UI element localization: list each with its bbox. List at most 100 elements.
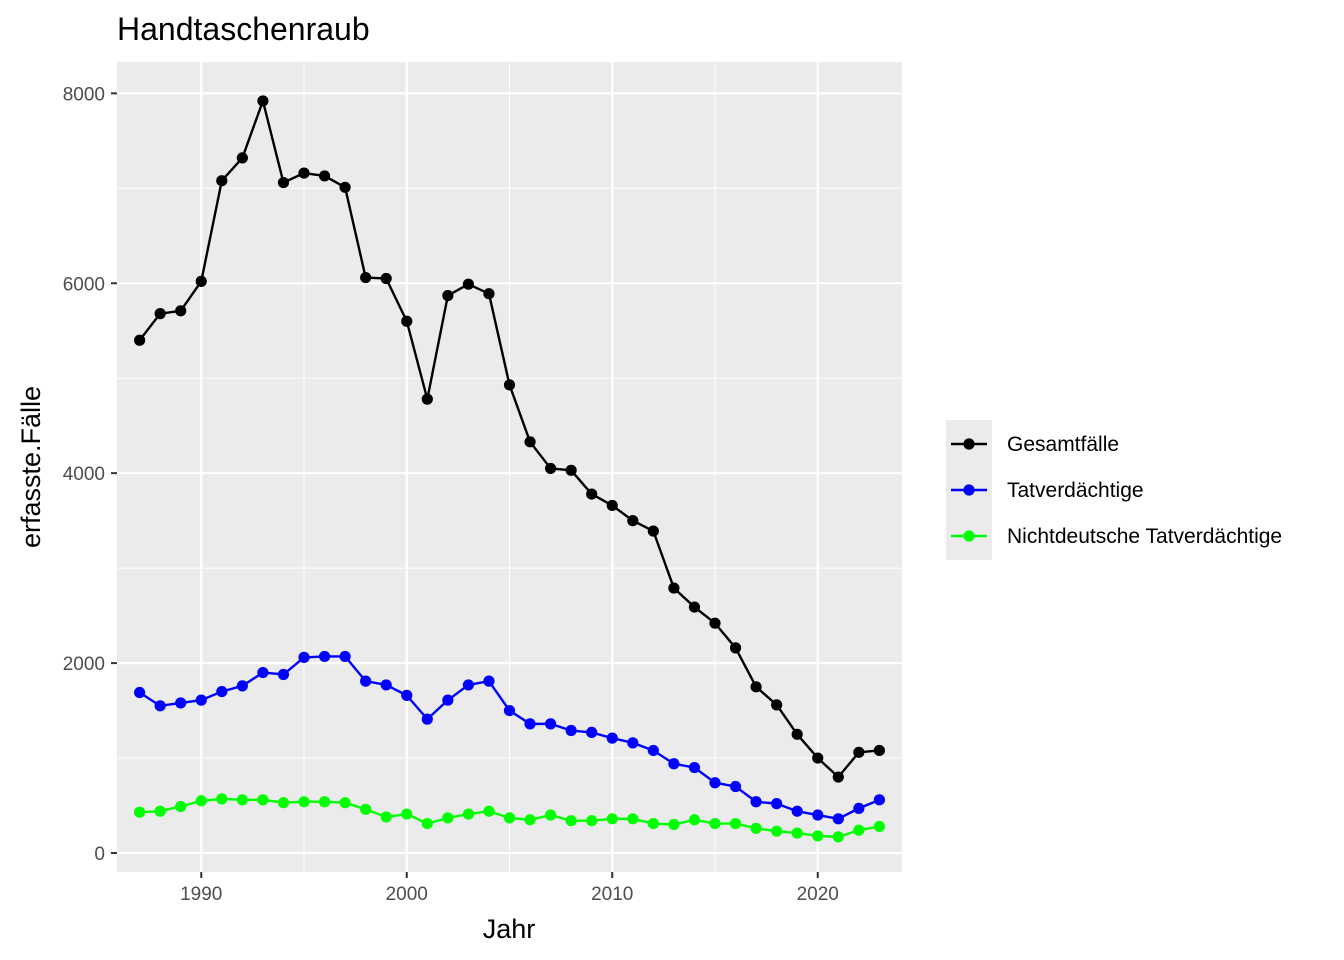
data-point <box>175 697 187 709</box>
data-point <box>216 685 228 698</box>
data-point <box>298 651 310 663</box>
data-point <box>791 728 803 740</box>
data-point <box>647 525 659 537</box>
data-point <box>339 181 351 193</box>
y-tick-label: 8000 <box>63 84 105 105</box>
data-point <box>236 794 248 806</box>
data-point <box>853 746 865 758</box>
data-point <box>257 666 269 679</box>
series-layer <box>134 95 885 843</box>
data-point <box>401 315 413 327</box>
data-point <box>709 817 721 830</box>
data-point <box>154 805 166 817</box>
data-point <box>524 814 536 826</box>
data-point <box>771 825 783 837</box>
data-point <box>668 582 680 594</box>
data-point <box>729 817 742 830</box>
data-point <box>154 700 166 712</box>
x-tick-label: 1990 <box>180 884 222 905</box>
data-point <box>298 167 310 179</box>
data-point <box>832 813 844 825</box>
legend-label: Gesamtfälle <box>1007 433 1119 456</box>
data-point <box>729 780 742 793</box>
data-point <box>771 798 783 810</box>
data-point <box>442 694 454 706</box>
data-point <box>565 464 577 476</box>
data-point <box>318 796 331 808</box>
data-point <box>216 175 228 187</box>
data-point <box>421 393 433 405</box>
legend-label: Tatverdächtige <box>1007 479 1144 502</box>
data-point <box>318 650 331 663</box>
data-point <box>421 713 433 725</box>
legend-label: Nichtdeutsche Tatverdächtige <box>1007 525 1282 548</box>
data-point <box>134 334 146 346</box>
data-point <box>709 617 721 629</box>
data-point <box>483 805 495 817</box>
data-point <box>544 718 557 730</box>
series-1 <box>134 650 885 825</box>
data-point <box>544 462 557 475</box>
data-point <box>586 488 598 500</box>
data-point <box>812 809 824 821</box>
data-point <box>812 752 824 764</box>
data-point <box>873 794 885 806</box>
data-point <box>565 815 577 827</box>
data-point <box>503 704 516 717</box>
data-point <box>421 817 433 830</box>
data-point <box>688 601 701 613</box>
data-point <box>380 811 392 823</box>
series-2 <box>134 793 885 843</box>
data-point <box>257 794 269 806</box>
data-point <box>709 777 721 789</box>
data-point <box>462 679 475 691</box>
data-point <box>360 675 372 687</box>
data-point <box>442 289 454 302</box>
data-point <box>360 271 372 284</box>
data-point <box>688 814 701 826</box>
data-point <box>627 515 639 527</box>
x-tick-label: 2000 <box>386 884 428 905</box>
data-point <box>647 744 659 757</box>
data-point <box>524 718 536 730</box>
legend-key-point <box>963 530 975 542</box>
data-point <box>791 827 803 839</box>
data-point <box>873 744 885 757</box>
x-axis: 1990 2000 2010 2020 <box>180 872 839 905</box>
data-point <box>277 797 290 809</box>
data-point <box>195 275 207 287</box>
data-point <box>503 379 516 391</box>
data-point <box>339 797 351 809</box>
data-point <box>750 822 762 834</box>
data-point <box>483 675 495 687</box>
data-point <box>668 758 680 770</box>
data-point <box>257 95 269 107</box>
data-point <box>380 679 392 691</box>
data-point <box>771 699 783 711</box>
data-point <box>462 808 475 820</box>
data-point <box>832 771 844 783</box>
legend-entry: Nichtdeutsche Tatverdächtige <box>951 525 1282 548</box>
data-point <box>401 808 413 820</box>
data-point <box>339 650 351 663</box>
y-tick-label: 4000 <box>63 464 105 485</box>
y-axis: 0 2000 4000 6000 8000 <box>63 84 117 865</box>
data-point <box>688 761 701 774</box>
data-point <box>729 642 742 654</box>
x-axis-title: Jahr <box>483 914 536 944</box>
x-tick-label: 2010 <box>591 884 633 905</box>
y-axis-title: erfasste.Fälle <box>16 386 46 548</box>
chart-title: Handtaschenraub <box>117 11 370 47</box>
data-point <box>812 830 824 842</box>
y-tick-label: 2000 <box>63 654 105 675</box>
y-tick-label: 0 <box>94 844 105 865</box>
y-tick-label: 6000 <box>63 274 105 295</box>
data-point <box>565 724 577 737</box>
data-point <box>175 800 187 813</box>
series-0 <box>134 95 885 783</box>
data-point <box>236 680 248 692</box>
data-point <box>668 818 680 831</box>
data-point <box>483 288 495 300</box>
legend-entry: Tatverdächtige <box>951 479 1144 502</box>
